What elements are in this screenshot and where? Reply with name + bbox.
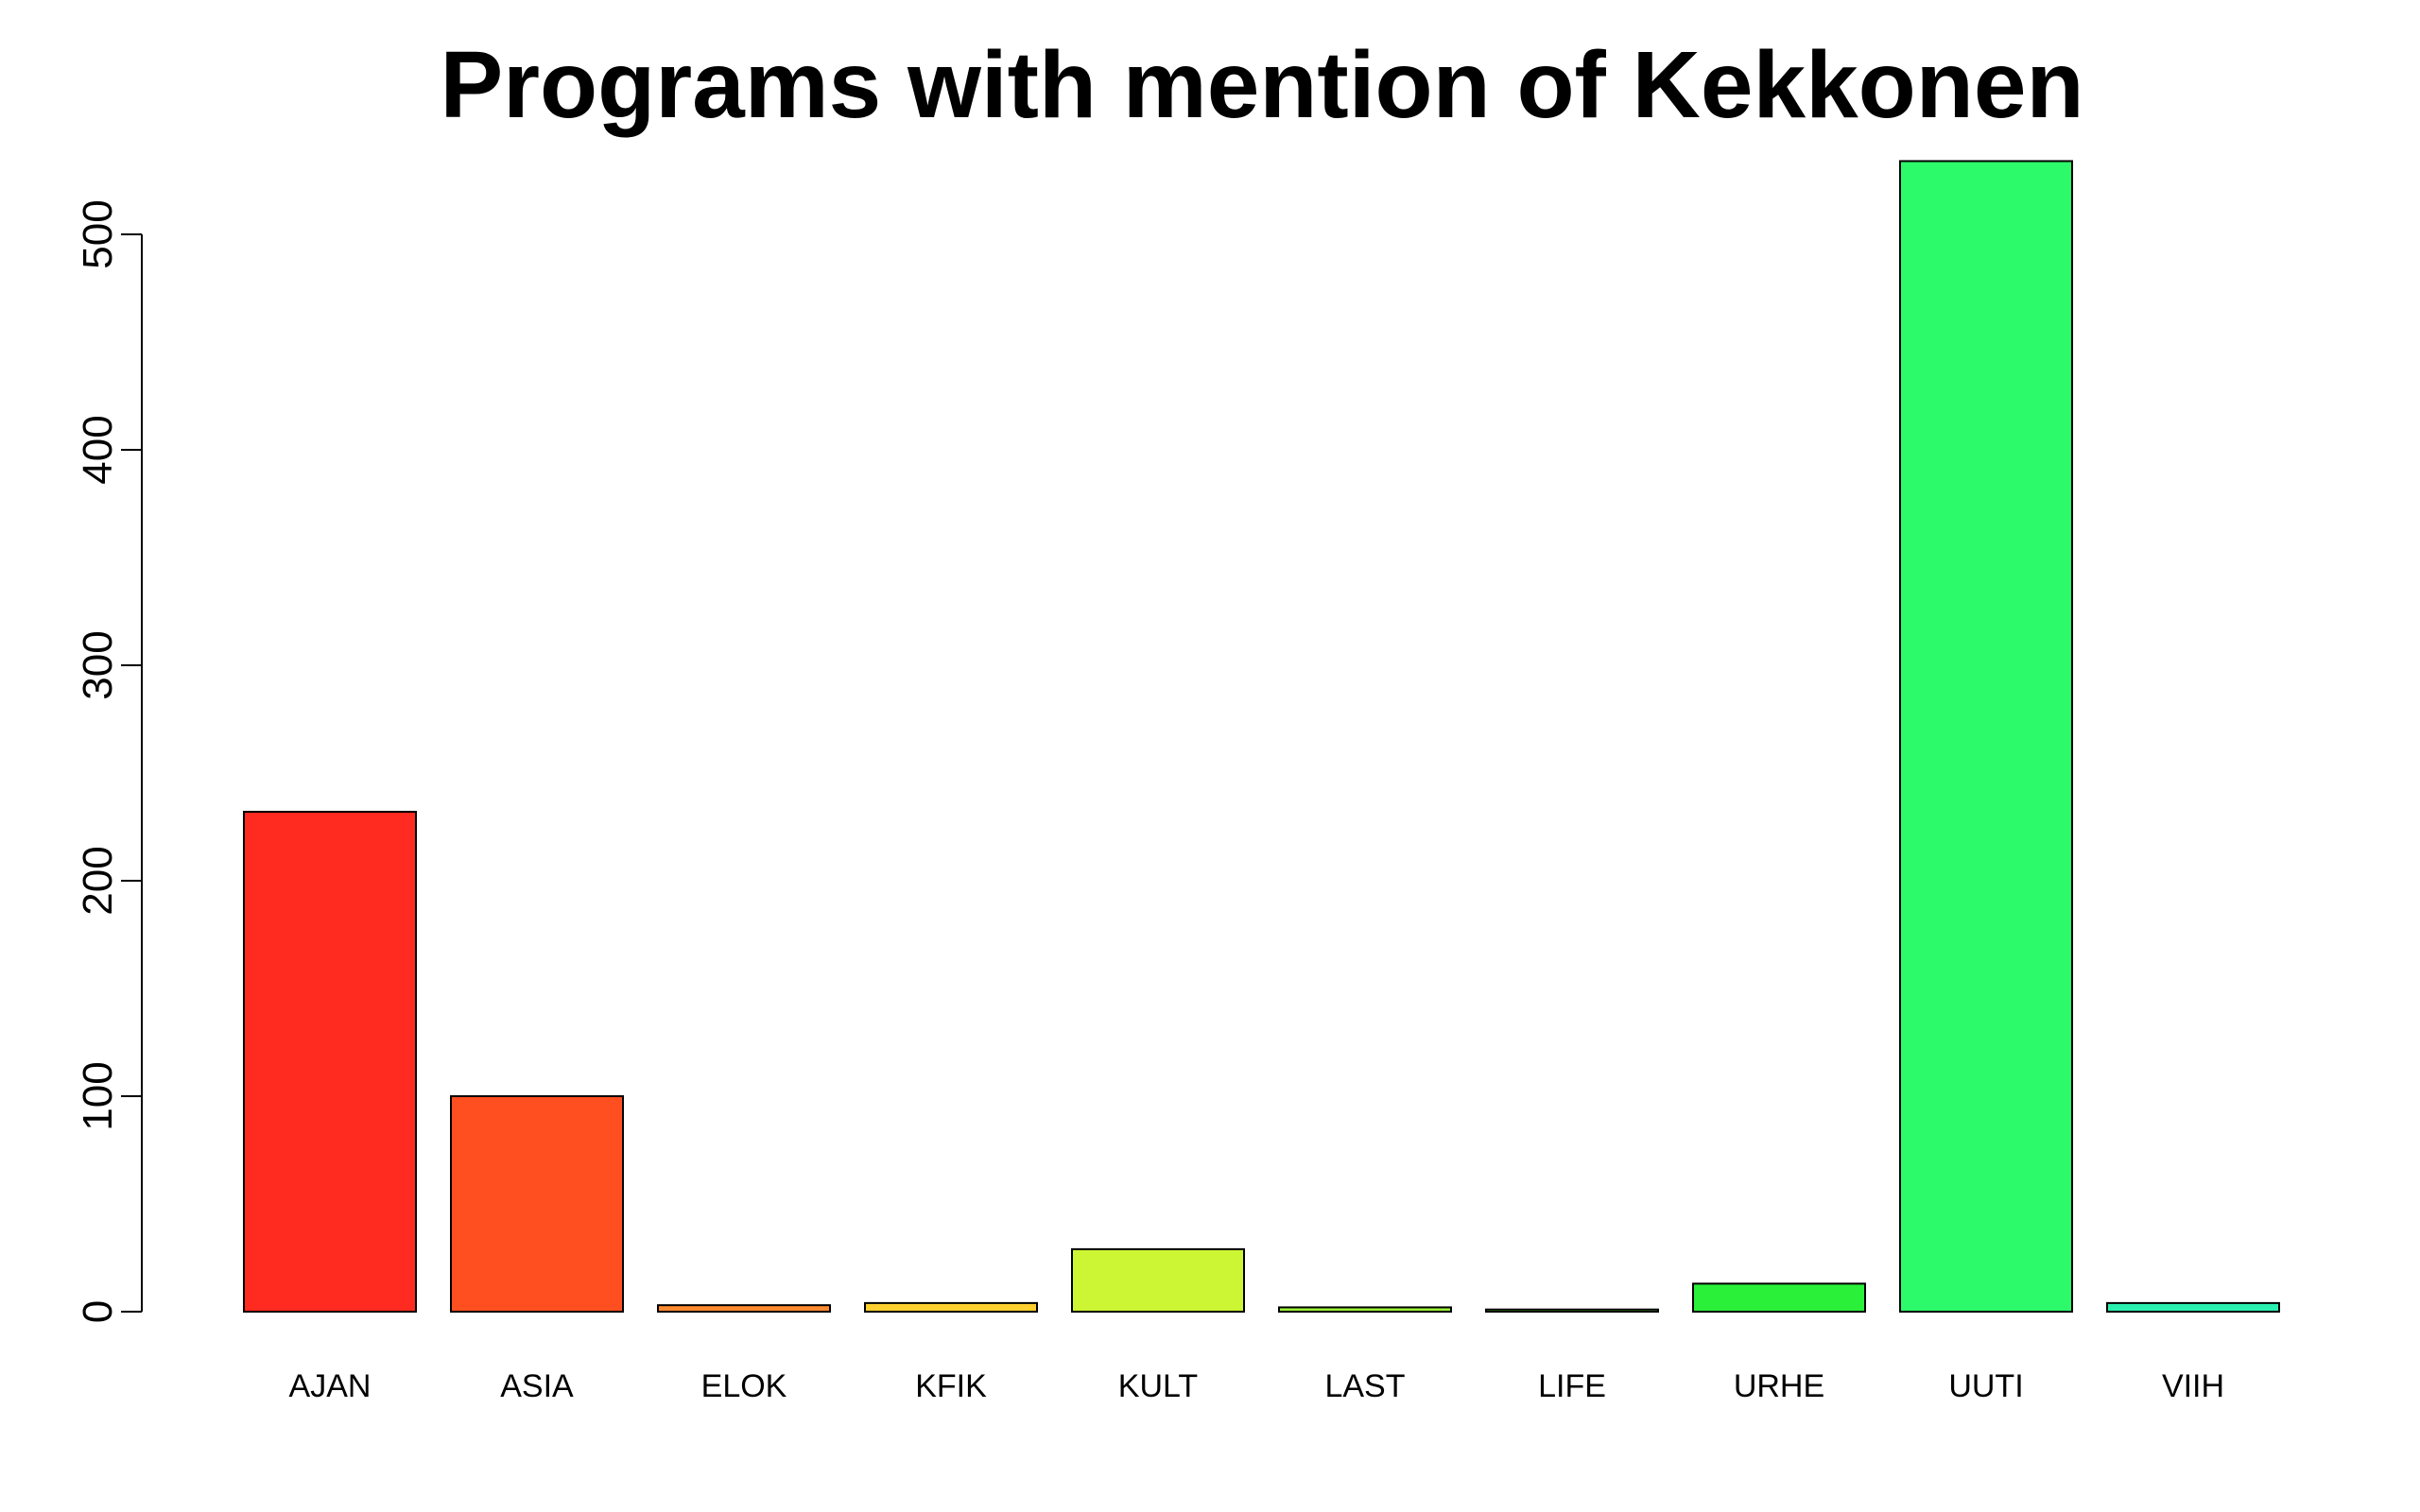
bar-kult	[1071, 1247, 1245, 1314]
y-tick-label: 300	[75, 630, 121, 699]
bar-urhe	[1692, 1282, 1866, 1313]
x-tick-label: URHE	[1734, 1368, 1824, 1404]
chart-title: Programs with mention of Kekkonen	[440, 32, 2083, 138]
y-tick-label: 200	[75, 846, 121, 915]
x-tick-label: ELOK	[701, 1368, 787, 1404]
y-tick-label: 400	[75, 415, 121, 484]
x-tick-label: KFIK	[915, 1368, 987, 1404]
y-tick-label: 500	[75, 199, 121, 268]
bar-asia	[450, 1095, 624, 1313]
bar-last	[1278, 1306, 1452, 1313]
bar-life	[1485, 1308, 1659, 1313]
x-axis-labels: AJAN ASIA ELOK KFIK KULT LAST LIFE URHE UUTI VIIH	[289, 1368, 2225, 1404]
x-tick-label: VIIH	[2162, 1368, 2224, 1404]
bar-elok	[657, 1304, 831, 1314]
bars	[243, 160, 2280, 1314]
x-tick-label: LAST	[1324, 1368, 1405, 1404]
x-tick-label: UUTI	[1948, 1368, 2023, 1404]
y-axis: 0 100 200 300 400 500	[75, 199, 143, 1323]
bar-uuti	[1899, 160, 2073, 1314]
x-tick-label: AJAN	[289, 1368, 372, 1404]
bar-ajan	[243, 811, 417, 1313]
x-tick-label: LIFE	[1538, 1368, 1606, 1404]
x-tick-label: ASIA	[500, 1368, 574, 1404]
bar-kfik	[864, 1301, 1038, 1314]
x-tick-label: KULT	[1118, 1368, 1198, 1404]
bar-viih	[2106, 1301, 2280, 1314]
y-tick-label: 100	[75, 1061, 121, 1130]
y-tick-label: 0	[75, 1300, 121, 1323]
